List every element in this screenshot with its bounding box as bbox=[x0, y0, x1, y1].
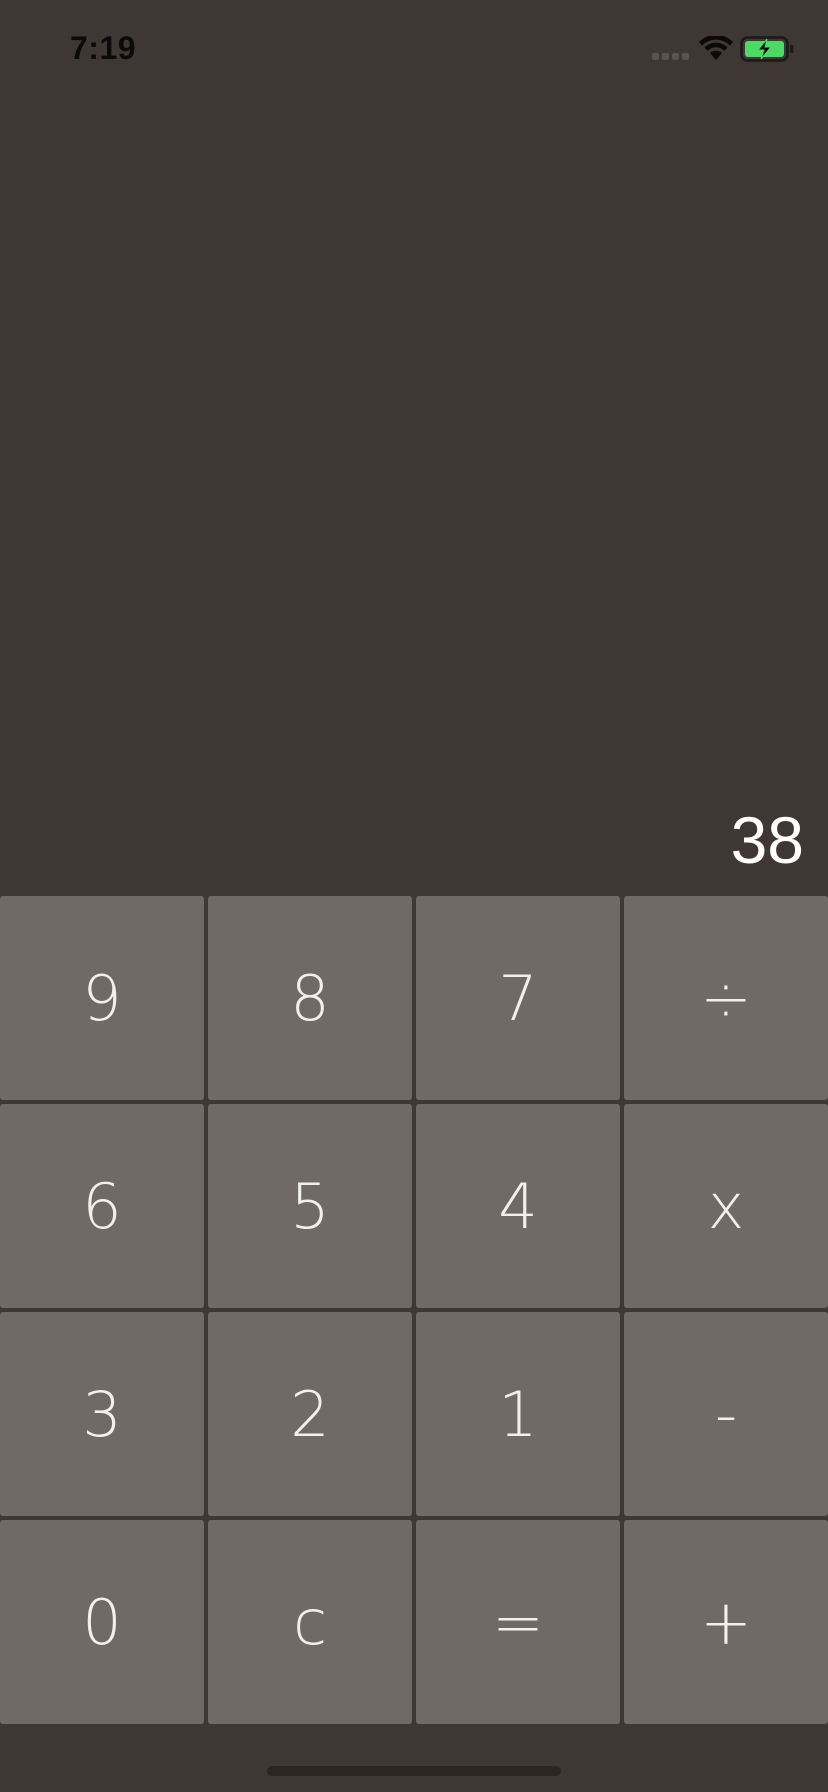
key-subtract-button[interactable]: - bbox=[624, 1312, 828, 1516]
calculator-keypad: 9 8 7 ÷ 6 5 4 x 3 2 1- 0 c = + bbox=[0, 896, 828, 1724]
calculator-display: 38 bbox=[730, 803, 804, 877]
key-8-button[interactable]: 8 bbox=[208, 896, 412, 1100]
key-0-button[interactable]: 0 bbox=[0, 1520, 204, 1724]
key-2-button[interactable]: 2 bbox=[208, 1312, 412, 1516]
key-5-button[interactable]: 5 bbox=[208, 1104, 412, 1308]
key-multiply-button[interactable]: x bbox=[624, 1104, 828, 1308]
key-clear-button[interactable]: c bbox=[208, 1520, 412, 1724]
status-bar: 7:19 bbox=[0, 0, 828, 100]
wifi-icon bbox=[699, 36, 733, 60]
key-3-button[interactable]: 3 bbox=[0, 1312, 204, 1516]
key-7-button[interactable]: 7 bbox=[416, 896, 620, 1100]
cellular-signal-icon bbox=[652, 53, 690, 61]
key-add-button[interactable]: + bbox=[624, 1520, 828, 1724]
battery-charging-icon bbox=[740, 36, 794, 62]
key-9-button[interactable]: 9 bbox=[0, 896, 204, 1100]
key-4-button[interactable]: 4 bbox=[416, 1104, 620, 1308]
key-1-button[interactable]: 1 bbox=[416, 1312, 620, 1516]
key-6-button[interactable]: 6 bbox=[0, 1104, 204, 1308]
key-divide-button[interactable]: ÷ bbox=[624, 896, 828, 1100]
home-indicator[interactable] bbox=[267, 1766, 561, 1776]
status-time: 7:19 bbox=[70, 30, 137, 66]
key-equals-button[interactable]: = bbox=[416, 1520, 620, 1724]
